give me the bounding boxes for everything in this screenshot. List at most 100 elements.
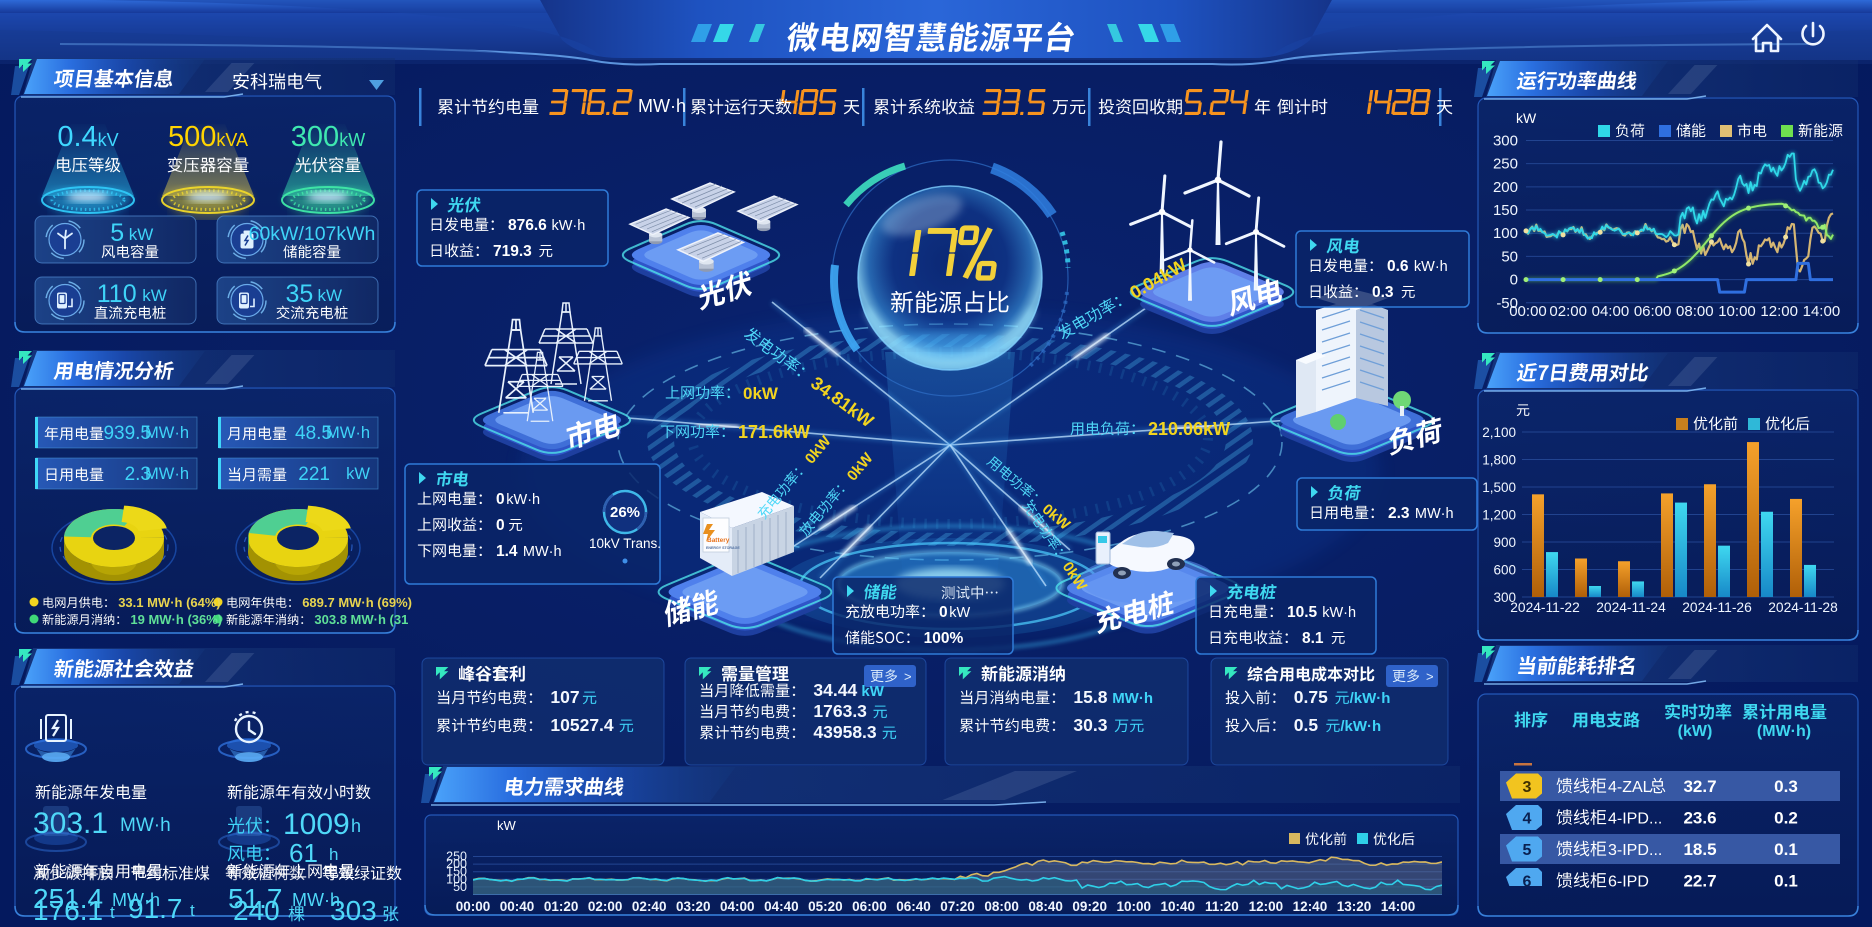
svg-text:303.8 MW·h (31: 303.8 MW·h (31 (314, 612, 408, 627)
svg-text:10kV Trans.: 10kV Trans. (589, 536, 661, 551)
svg-text:19 MW·h (36%): 19 MW·h (36%) (130, 612, 222, 627)
svg-text:5: 5 (110, 219, 124, 247)
svg-text:2024-11-26: 2024-11-26 (1682, 600, 1752, 615)
svg-text:26%: 26% (610, 504, 640, 521)
svg-text:150: 150 (1493, 202, 1518, 219)
svg-text:91.7: 91.7 (128, 893, 183, 924)
svg-text:06:40: 06:40 (896, 899, 931, 914)
svg-text:18.5: 18.5 (1683, 840, 1716, 859)
svg-text:300kW: 300kW (291, 121, 365, 153)
svg-text:1,500: 1,500 (1482, 480, 1516, 495)
svg-text:-50: -50 (1496, 295, 1518, 312)
svg-text:kW: kW (861, 683, 884, 700)
svg-text:1763.3: 1763.3 (813, 701, 867, 721)
svg-text:MW·h: MW·h (1112, 690, 1153, 707)
svg-text:12:00: 12:00 (1760, 303, 1798, 320)
svg-text:kW: kW (497, 818, 517, 833)
svg-text:10527.4: 10527.4 (550, 715, 614, 735)
svg-text:100%: 100% (924, 630, 964, 647)
svg-text:2,100: 2,100 (1482, 425, 1516, 440)
svg-text:303: 303 (330, 895, 377, 926)
svg-text:>: > (1426, 669, 1434, 684)
svg-text:250: 250 (446, 850, 467, 864)
svg-text:09:20: 09:20 (1072, 899, 1107, 914)
svg-text:22.7: 22.7 (1683, 872, 1716, 891)
svg-text:43958.3: 43958.3 (813, 722, 877, 742)
svg-text:07:20: 07:20 (940, 899, 975, 914)
svg-text:MW·h: MW·h (638, 96, 686, 116)
svg-text:0kW: 0kW (743, 384, 779, 403)
svg-text:100: 100 (446, 872, 467, 886)
svg-text:0: 0 (939, 604, 948, 621)
svg-text:2.3: 2.3 (1388, 505, 1410, 522)
svg-text:10.5: 10.5 (1287, 604, 1318, 621)
svg-text:03:20: 03:20 (676, 899, 711, 914)
svg-text:0.3: 0.3 (1372, 284, 1394, 301)
svg-text:900: 900 (1493, 535, 1516, 550)
svg-text:61: 61 (289, 838, 318, 868)
svg-text:00:40: 00:40 (500, 899, 535, 914)
svg-text:12:00: 12:00 (1249, 899, 1284, 914)
svg-text:0.2: 0.2 (1774, 809, 1798, 828)
svg-text:939.5: 939.5 (103, 423, 151, 444)
svg-text:(kW): (kW) (1678, 723, 1713, 740)
svg-text:221: 221 (298, 464, 330, 485)
svg-text:1,800: 1,800 (1482, 453, 1516, 468)
svg-text:kW: kW (1516, 110, 1537, 126)
svg-text:00:00: 00:00 (456, 899, 491, 914)
svg-text:14:00: 14:00 (1381, 899, 1416, 914)
svg-text:MW·h: MW·h (145, 424, 189, 442)
svg-text:0.1: 0.1 (1774, 872, 1798, 891)
svg-text:kW: kW (949, 605, 970, 621)
svg-text:MW·h: MW·h (326, 424, 370, 442)
svg-text:303.1: 303.1 (33, 807, 108, 840)
svg-text:876.6: 876.6 (508, 217, 547, 234)
svg-text:MW·h: MW·h (1415, 506, 1454, 522)
svg-text:171.6kW: 171.6kW (738, 422, 810, 442)
svg-text:Battery: Battery (707, 537, 730, 544)
svg-text:4: 4 (1523, 811, 1532, 828)
svg-text:11:20: 11:20 (1205, 899, 1239, 914)
svg-text:30.3: 30.3 (1073, 715, 1107, 735)
svg-text:60kW/107kWh: 60kW/107kWh (249, 223, 376, 245)
svg-text:10:00: 10:00 (1718, 303, 1756, 320)
svg-text:t: t (110, 903, 115, 922)
svg-text:150: 150 (446, 865, 467, 879)
svg-text:kW·h: kW·h (552, 218, 586, 234)
svg-text:04:00: 04:00 (720, 899, 755, 914)
svg-text:1,200: 1,200 (1482, 508, 1516, 523)
svg-text:12:40: 12:40 (1293, 899, 1328, 914)
svg-text:2024-11-22: 2024-11-22 (1510, 600, 1580, 615)
svg-text:0.3: 0.3 (1774, 777, 1798, 796)
svg-text:0: 0 (496, 517, 505, 534)
svg-text:200: 200 (1493, 179, 1518, 196)
svg-text:10:40: 10:40 (1161, 899, 1196, 914)
svg-text:06:00: 06:00 (1634, 303, 1672, 320)
svg-text:100: 100 (1493, 225, 1518, 242)
svg-text:4-IPD: 4-IPD (1608, 811, 1649, 828)
svg-text:0.1: 0.1 (1774, 840, 1798, 859)
svg-text:08:00: 08:00 (984, 899, 1019, 914)
svg-text:300: 300 (1493, 590, 1516, 605)
svg-text:1.4: 1.4 (496, 543, 518, 560)
svg-text:h: h (329, 845, 338, 864)
svg-text:23.6: 23.6 (1683, 809, 1716, 828)
svg-text:34.44: 34.44 (813, 680, 857, 700)
svg-text:h: h (351, 816, 361, 836)
svg-text:MW·h: MW·h (120, 815, 171, 836)
svg-text:35: 35 (286, 280, 314, 308)
svg-text:02:40: 02:40 (632, 899, 667, 914)
svg-text:107: 107 (550, 687, 579, 707)
svg-text:0.75: 0.75 (1294, 687, 1328, 707)
svg-text:1009: 1009 (283, 808, 350, 841)
svg-text:500kVA: 500kVA (168, 121, 248, 153)
svg-text:02:00: 02:00 (1549, 303, 1587, 320)
svg-text:251.4: 251.4 (33, 883, 103, 914)
svg-text:176.1: 176.1 (33, 895, 103, 926)
svg-text:08:00: 08:00 (1676, 303, 1714, 320)
svg-text:MW·h: MW·h (112, 890, 160, 910)
svg-text:kW: kW (318, 286, 343, 305)
svg-text:kW·h: kW·h (506, 492, 540, 508)
svg-text:/kW·h: /kW·h (1340, 718, 1381, 735)
svg-text:0.6: 0.6 (1387, 258, 1409, 275)
